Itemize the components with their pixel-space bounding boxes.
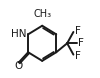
Text: F: F bbox=[75, 51, 80, 61]
Text: F: F bbox=[78, 38, 84, 48]
Text: O: O bbox=[14, 61, 22, 71]
Text: F: F bbox=[75, 26, 80, 36]
Text: HN: HN bbox=[11, 29, 27, 39]
Text: CH₃: CH₃ bbox=[33, 9, 51, 19]
